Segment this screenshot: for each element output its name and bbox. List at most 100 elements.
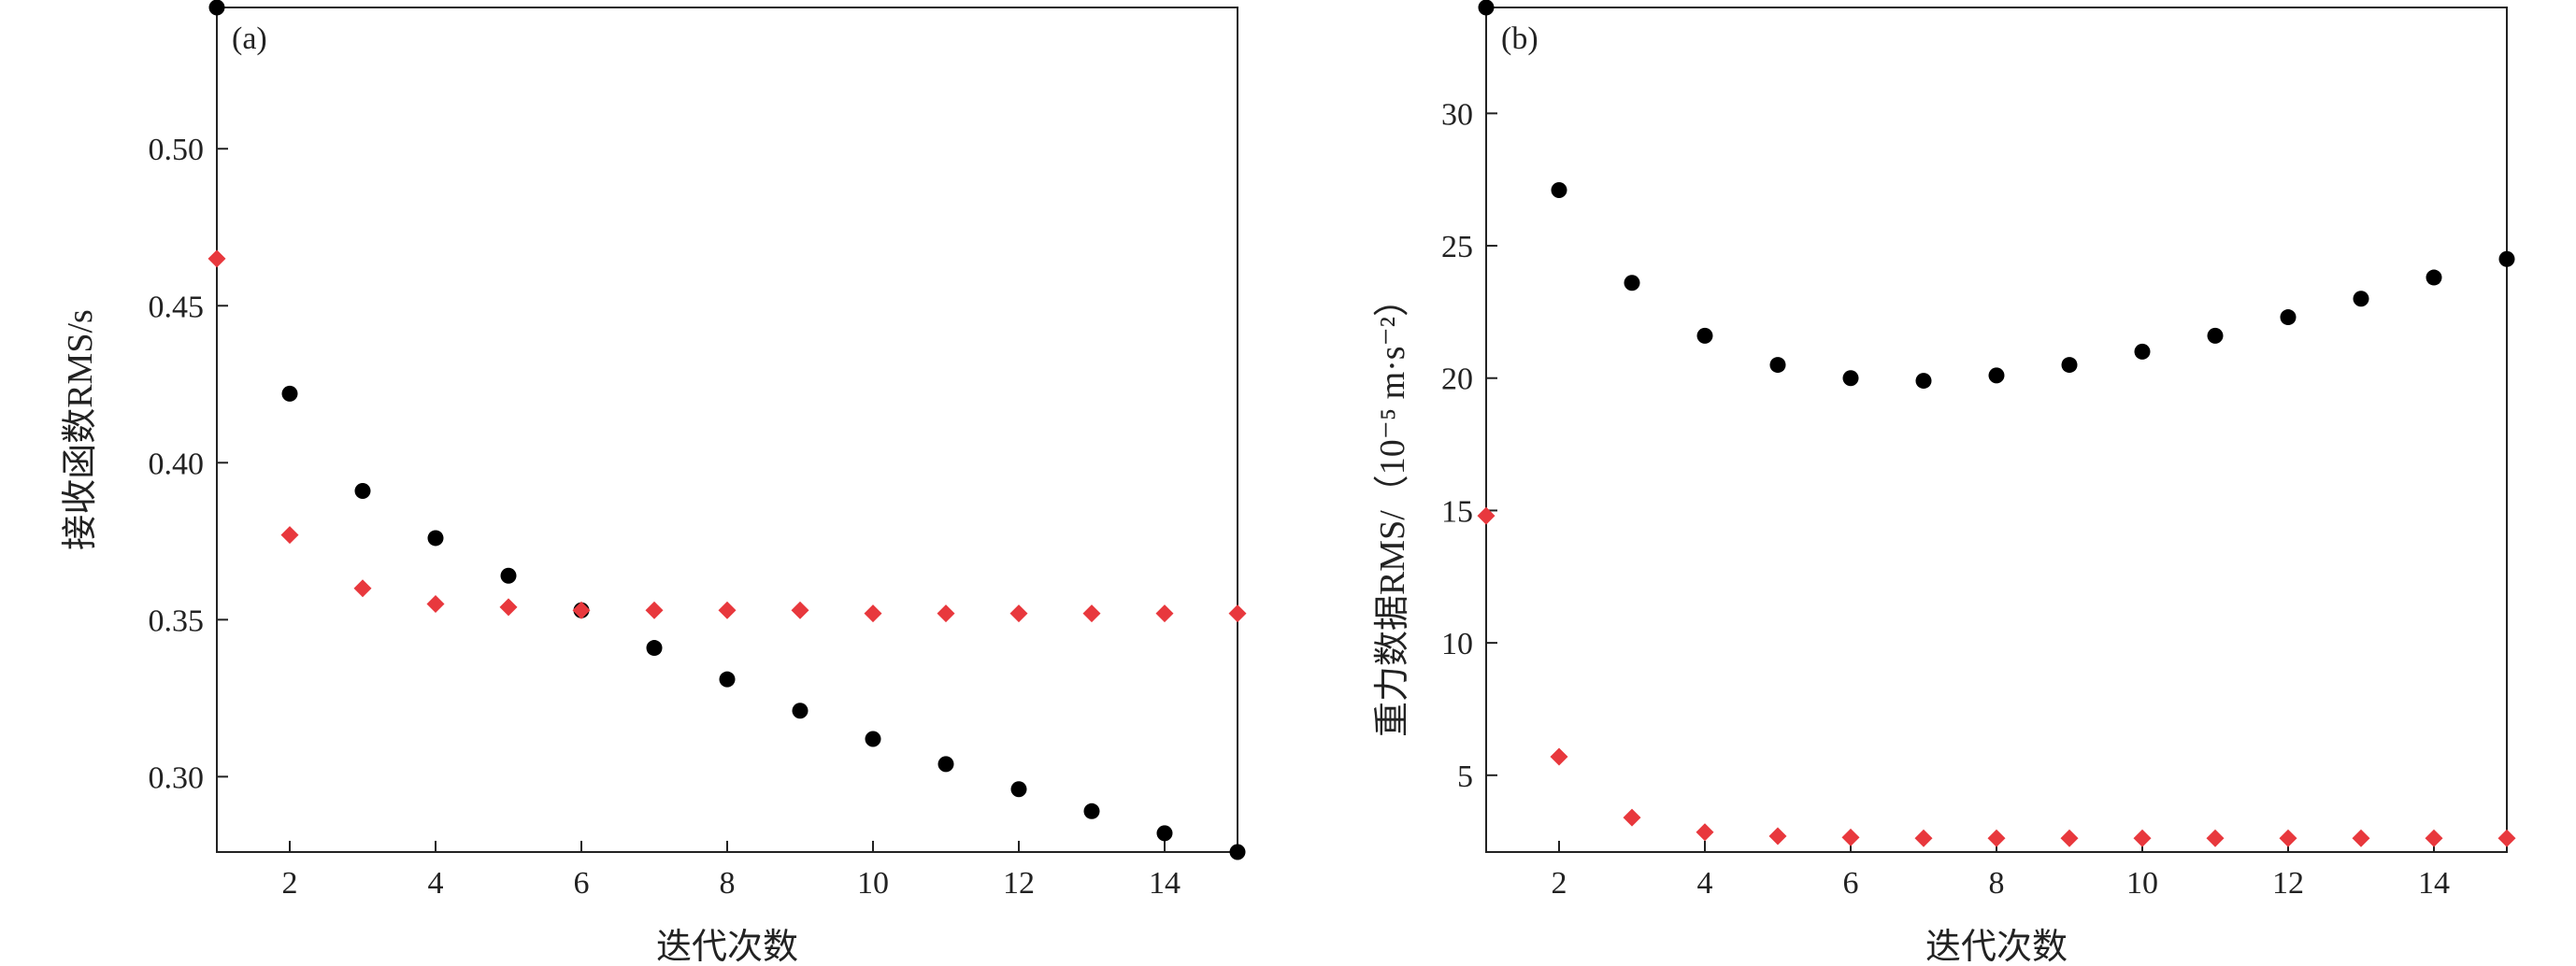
- x-tick-label: 14: [1149, 866, 1181, 901]
- data-point-diamond: [2133, 829, 2152, 847]
- data-point-circle: [2353, 291, 2369, 307]
- data-point-diamond: [937, 604, 955, 623]
- x-tick-label: 12: [1003, 866, 1035, 901]
- data-point-circle: [1624, 275, 1640, 291]
- data-point-diamond: [1623, 808, 1641, 827]
- points-b: [1477, 0, 2516, 847]
- data-point-diamond: [2206, 829, 2225, 847]
- data-point-diamond: [1550, 747, 1568, 766]
- points-a: [208, 0, 1247, 860]
- data-point-diamond: [2060, 829, 2079, 847]
- data-point-circle: [865, 731, 881, 747]
- data-point-diamond: [426, 595, 445, 614]
- data-point-circle: [1696, 327, 1713, 344]
- y-tick-label: 5: [1457, 760, 1473, 794]
- data-point-circle: [2498, 250, 2515, 267]
- y-axis-label-b: 重力数据RMS/（10⁻⁵ m·s⁻²）: [1373, 281, 1412, 737]
- plot-frame-b: [1485, 7, 2508, 853]
- data-point-circle: [1478, 0, 1495, 16]
- data-point-diamond: [1082, 604, 1101, 623]
- y-tick-label: 20: [1441, 362, 1473, 397]
- x-tick-label: 6: [574, 866, 590, 901]
- x-tick-label: 12: [2272, 866, 2304, 901]
- x-tick-label: 4: [1697, 866, 1713, 901]
- x-tick-label: 10: [2126, 866, 2158, 901]
- x-tick-label: 8: [1989, 866, 2005, 901]
- data-point-diamond: [2425, 829, 2443, 847]
- data-point-circle: [1229, 844, 1246, 860]
- data-point-circle: [2207, 327, 2224, 344]
- data-point-circle: [2280, 309, 2297, 326]
- panel-label-a: (a): [232, 21, 267, 56]
- x-tick-label: 2: [1552, 866, 1567, 901]
- y-ticks-b: 5 10 15 20 25 30: [1441, 97, 1497, 794]
- y-tick-label: 0.35: [149, 604, 205, 638]
- y-tick-label: 0.30: [149, 760, 205, 795]
- plot-frame-a: [216, 7, 1238, 853]
- panel-b: (b) 2 4 6 8 10 12 14 5 10 15 20 25 30 迭代次数 重力数据RMS/…: [1373, 0, 2516, 966]
- data-point-diamond: [1768, 827, 1787, 845]
- data-point-circle: [937, 756, 954, 773]
- y-tick-label: 25: [1441, 230, 1473, 264]
- data-point-diamond: [208, 249, 226, 268]
- data-point-circle: [427, 530, 444, 547]
- y-ticks-a: 0.30 0.35 0.40 0.45 0.50: [149, 133, 228, 795]
- x-tick-label: 10: [857, 866, 889, 901]
- data-point-diamond: [1696, 823, 1714, 842]
- data-point-diamond: [645, 601, 664, 619]
- panel-label-b: (b): [1501, 21, 1538, 56]
- data-point-diamond: [1987, 829, 2006, 847]
- data-point-circle: [1769, 357, 1786, 374]
- data-point-diamond: [280, 526, 299, 545]
- data-point-diamond: [499, 598, 518, 617]
- data-point-diamond: [572, 601, 591, 619]
- data-point-circle: [719, 671, 736, 688]
- data-point-diamond: [1841, 828, 1860, 846]
- y-tick-label: 0.45: [149, 290, 205, 324]
- data-point-circle: [2426, 269, 2442, 286]
- y-tick-label: 15: [1441, 494, 1473, 529]
- y-tick-label: 0.50: [149, 133, 205, 167]
- panel-a: (a) 2 4 6 8 10 12 14 0.30 0.35 0.40 0.45 0.50 迭代次数…: [61, 0, 1247, 966]
- y-axis-label-a: 接收函数RMS/s: [61, 309, 100, 550]
- data-point-diamond: [2497, 829, 2516, 847]
- data-point-diamond: [1009, 604, 1028, 623]
- x-tick-label: 6: [1843, 866, 1859, 901]
- data-point-diamond: [1914, 829, 1933, 847]
- data-point-circle: [1842, 370, 1859, 387]
- data-point-circle: [2134, 343, 2151, 360]
- data-point-circle: [2061, 357, 2078, 374]
- data-point-circle: [500, 567, 517, 584]
- y-tick-label: 0.40: [149, 447, 205, 481]
- data-point-diamond: [718, 601, 737, 619]
- data-point-circle: [1083, 803, 1100, 819]
- data-point-circle: [646, 640, 663, 657]
- y-tick-label: 30: [1441, 97, 1473, 132]
- data-point-circle: [1156, 825, 1173, 842]
- data-point-diamond: [2352, 829, 2370, 847]
- data-point-diamond: [864, 604, 882, 623]
- data-point-diamond: [2279, 829, 2297, 847]
- data-point-diamond: [1228, 604, 1247, 623]
- x-axis-label-a: 迭代次数: [656, 928, 798, 966]
- data-point-circle: [792, 703, 809, 719]
- data-point-circle: [1988, 367, 2005, 384]
- data-point-circle: [208, 0, 225, 16]
- x-tick-label: 8: [720, 866, 736, 901]
- x-ticks-b: 2 4 6 8 10 12 14: [1552, 841, 2450, 901]
- data-point-circle: [1915, 373, 1932, 390]
- data-point-circle: [1551, 182, 1567, 199]
- data-point-diamond: [791, 601, 809, 619]
- data-point-diamond: [1155, 604, 1174, 623]
- x-axis-label-b: 迭代次数: [1925, 928, 2068, 966]
- data-point-diamond: [1477, 506, 1496, 525]
- x-ticks-a: 2 4 6 8 10 12 14: [282, 841, 1181, 901]
- y-tick-label: 10: [1441, 627, 1473, 661]
- data-point-circle: [281, 385, 298, 402]
- x-tick-label: 14: [2418, 866, 2450, 901]
- data-point-circle: [1010, 781, 1027, 798]
- data-point-diamond: [353, 579, 372, 598]
- x-tick-label: 4: [428, 866, 444, 901]
- data-point-circle: [354, 483, 371, 500]
